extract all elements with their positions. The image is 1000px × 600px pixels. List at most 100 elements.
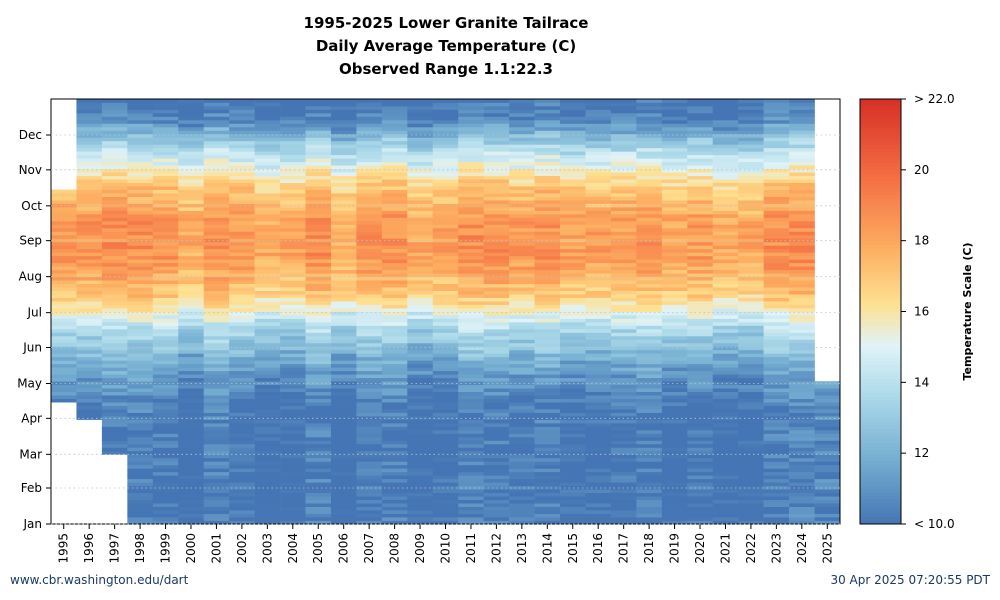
heatmap-cell <box>101 370 128 375</box>
heatmap-cell <box>432 492 459 497</box>
heatmap-cell <box>560 353 586 358</box>
title-line-1: 1995-2025 Lower Granite Tailrace <box>303 14 589 32</box>
colorbar-segment <box>860 219 901 224</box>
heatmap-cell <box>534 109 561 114</box>
heatmap-cell <box>661 151 688 156</box>
heatmap-cell <box>356 123 383 128</box>
heatmap-cell <box>585 353 612 358</box>
heatmap-cell <box>280 182 306 187</box>
colorbar-tick-label: 16 <box>914 305 929 319</box>
heatmap-cell <box>458 227 484 232</box>
heatmap-cell <box>178 227 205 232</box>
heatmap-cell <box>432 144 459 149</box>
heatmap-cell <box>789 105 815 110</box>
heatmap-cell <box>51 283 77 288</box>
heatmap-cell <box>407 179 434 183</box>
heatmap-cell <box>687 457 714 462</box>
heatmap-cell <box>407 123 434 128</box>
heatmap-cell <box>356 339 383 344</box>
heatmap-cell <box>687 213 714 218</box>
heatmap-cell <box>127 119 154 124</box>
heatmap-cell <box>789 213 815 218</box>
heatmap-cell <box>76 276 103 281</box>
heatmap-cell <box>687 130 714 135</box>
heatmap-cell <box>305 482 332 487</box>
heatmap-cell <box>254 395 281 399</box>
heatmap-cell <box>712 168 739 173</box>
heatmap-cell <box>483 290 510 295</box>
heatmap-cell <box>661 419 688 424</box>
heatmap-cell <box>509 318 535 323</box>
heatmap-cell <box>101 301 128 305</box>
heatmap-cell <box>229 314 255 319</box>
heatmap-cell <box>712 193 739 197</box>
heatmap-cell <box>636 503 663 507</box>
heatmap-cell <box>712 203 739 208</box>
heatmap-cell <box>229 478 255 483</box>
heatmap-cell <box>534 426 561 431</box>
heatmap-cell <box>356 471 383 476</box>
heatmap-cell <box>280 353 306 358</box>
colorbar-segment <box>860 194 901 199</box>
heatmap-cell <box>610 217 637 222</box>
heatmap-cell <box>560 325 586 330</box>
heatmap-cell <box>814 447 841 452</box>
heatmap-cell <box>661 137 688 142</box>
heatmap-cell <box>407 492 434 497</box>
heatmap-cell <box>763 196 790 201</box>
heatmap-cell <box>560 144 586 149</box>
heatmap-cell <box>509 200 535 204</box>
heatmap-cell <box>51 196 77 201</box>
heatmap-cell <box>458 457 484 462</box>
heatmap-cell <box>101 280 128 285</box>
heatmap-cell <box>712 419 739 424</box>
heatmap-cell <box>560 349 586 354</box>
heatmap-cell <box>152 273 179 278</box>
heatmap-cell <box>229 200 255 204</box>
heatmap-cell <box>305 203 332 208</box>
heatmap-cell <box>280 503 306 507</box>
heatmap-cell <box>458 161 484 166</box>
heatmap-cell <box>407 377 434 382</box>
heatmap-cell <box>483 454 510 459</box>
heatmap-cell <box>610 105 637 110</box>
colorbar-segment <box>860 244 901 249</box>
heatmap-cell <box>305 454 332 459</box>
heatmap-cell <box>560 381 586 386</box>
footer-url[interactable]: www.cbr.washington.edu/dart <box>10 573 189 587</box>
heatmap-cell <box>458 370 484 375</box>
heatmap-cell <box>509 478 535 483</box>
heatmap-cell <box>101 294 128 298</box>
heatmap-cell <box>483 182 510 187</box>
heatmap-cell <box>712 436 739 441</box>
heatmap-cell <box>51 217 77 222</box>
heatmap-cell <box>610 123 637 128</box>
heatmap-cell <box>381 179 408 183</box>
heatmap-cell <box>789 367 815 372</box>
heatmap-cell <box>763 224 790 229</box>
heatmap-cell <box>789 314 815 319</box>
heatmap-cell <box>305 426 332 431</box>
heatmap-cell <box>534 332 561 337</box>
heatmap-cell <box>560 416 586 420</box>
heatmap-cell <box>687 262 714 267</box>
heatmap-cell <box>610 112 637 117</box>
heatmap-cell <box>407 370 434 375</box>
heatmap-cell <box>738 158 764 163</box>
heatmap-cell <box>661 328 688 333</box>
heatmap-cell <box>687 388 714 393</box>
heatmap-cell <box>203 161 230 166</box>
heatmap-cell <box>203 196 230 201</box>
heatmap-cell <box>381 140 408 145</box>
heatmap-cell <box>763 186 790 190</box>
heatmap-cell <box>560 297 586 302</box>
heatmap-cell <box>76 381 103 386</box>
heatmap-cell <box>178 213 205 218</box>
heatmap-cell <box>127 102 154 107</box>
heatmap-cell <box>127 276 154 281</box>
heatmap-cell <box>610 398 637 403</box>
heatmap-cell <box>127 321 154 326</box>
heatmap-cell <box>534 196 561 201</box>
heatmap-cell <box>509 109 535 114</box>
y-tick-label: Dec <box>19 128 42 142</box>
